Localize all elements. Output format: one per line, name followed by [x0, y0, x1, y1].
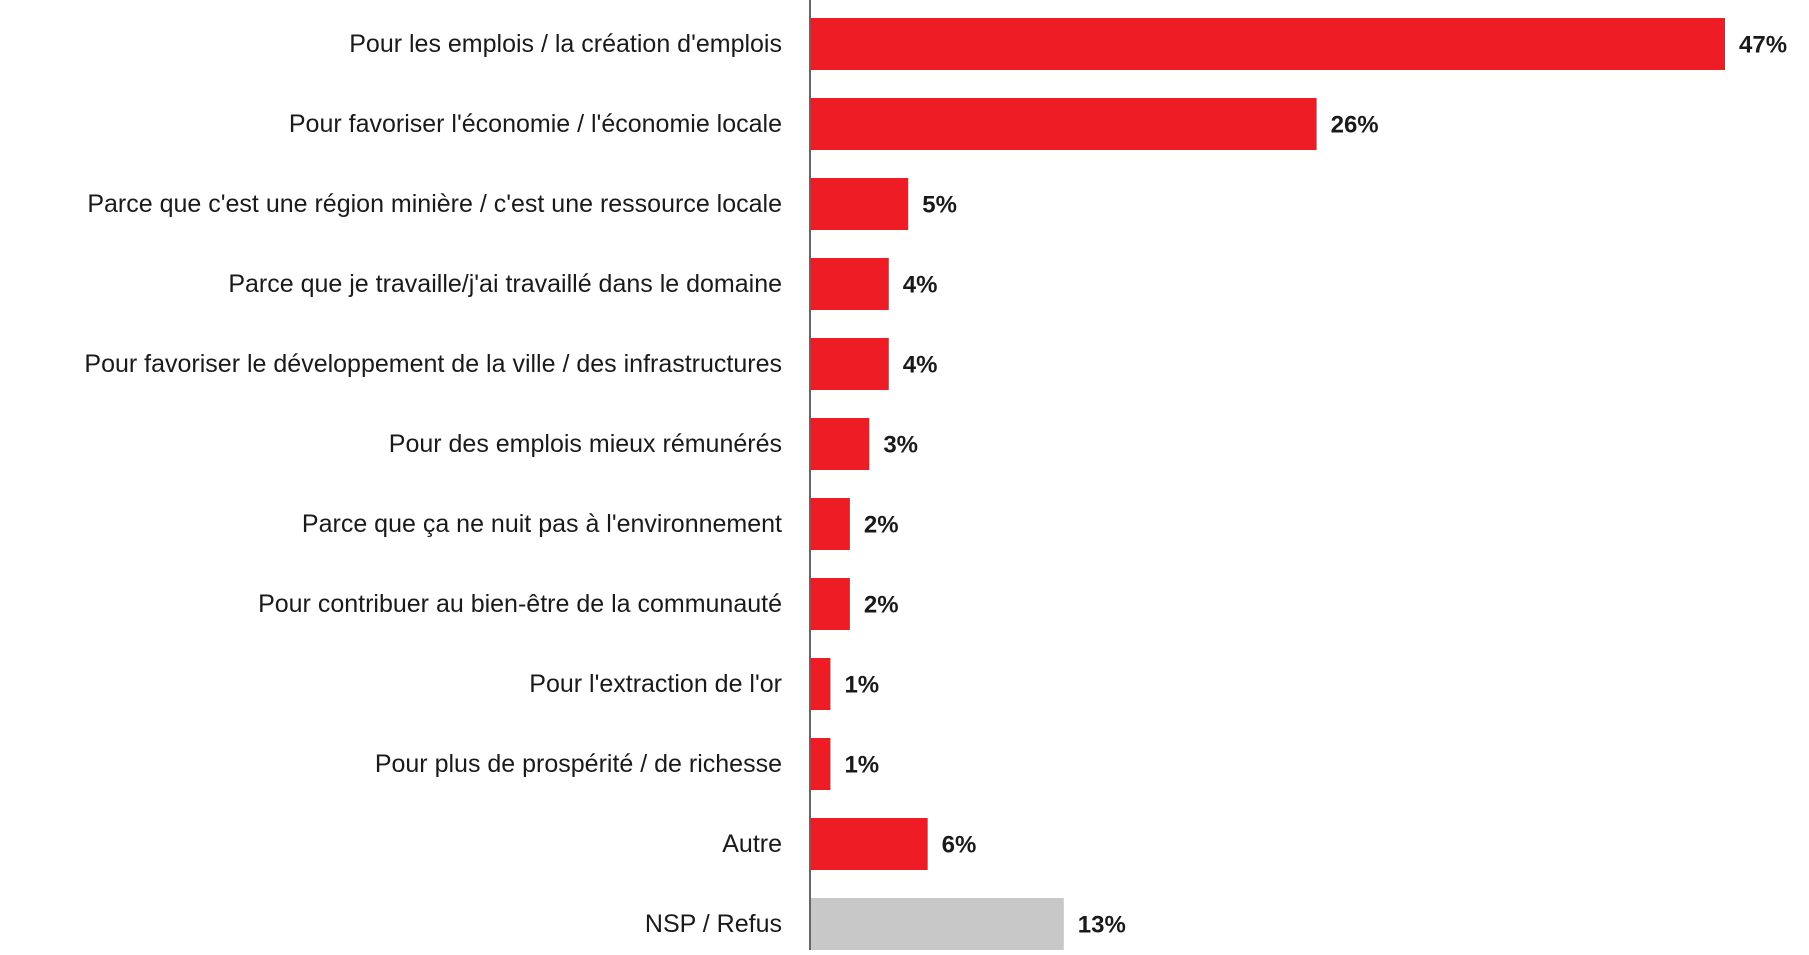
category-label: Pour les emplois / la création d'emplois	[349, 30, 782, 58]
category-label: Parce que c'est une région minière / c'e…	[87, 190, 782, 218]
category-label: Parce que je travaille/j'ai travaillé da…	[228, 270, 782, 298]
bar	[811, 98, 1317, 150]
value-label: 3%	[883, 432, 918, 459]
category-label: Pour favoriser le développement de la vi…	[84, 350, 782, 378]
value-label: 2%	[864, 592, 899, 619]
value-label: 5%	[922, 192, 957, 219]
value-label: 13%	[1078, 912, 1126, 939]
category-label: NSP / Refus	[645, 910, 782, 938]
category-label: Pour l'extraction de l'or	[529, 670, 782, 698]
value-label: 4%	[903, 272, 938, 299]
value-label: 26%	[1331, 112, 1379, 139]
bar	[811, 818, 928, 870]
bar	[811, 178, 909, 230]
value-label: 2%	[864, 512, 899, 539]
category-label: Autre	[722, 830, 782, 858]
category-label: Pour favoriser l'économie / l'économie l…	[289, 110, 782, 138]
value-label: 4%	[903, 352, 938, 379]
bar	[811, 498, 850, 550]
category-label: Parce que ça ne nuit pas à l'environneme…	[302, 510, 782, 538]
category-label: Pour des emplois mieux rémunérés	[389, 430, 782, 458]
bar	[811, 338, 889, 390]
value-label: 47%	[1739, 32, 1787, 59]
bar	[811, 578, 850, 630]
bar	[811, 738, 831, 790]
value-label: 6%	[942, 832, 977, 859]
bar	[811, 658, 831, 710]
category-label: Pour contribuer au bien-être de la commu…	[258, 590, 782, 618]
value-label: 1%	[844, 752, 879, 779]
bar	[811, 258, 889, 310]
bar	[811, 898, 1064, 950]
value-label: 1%	[844, 672, 879, 699]
bar	[811, 18, 1725, 70]
category-label: Pour plus de prospérité / de richesse	[375, 750, 782, 778]
bar	[811, 418, 870, 470]
